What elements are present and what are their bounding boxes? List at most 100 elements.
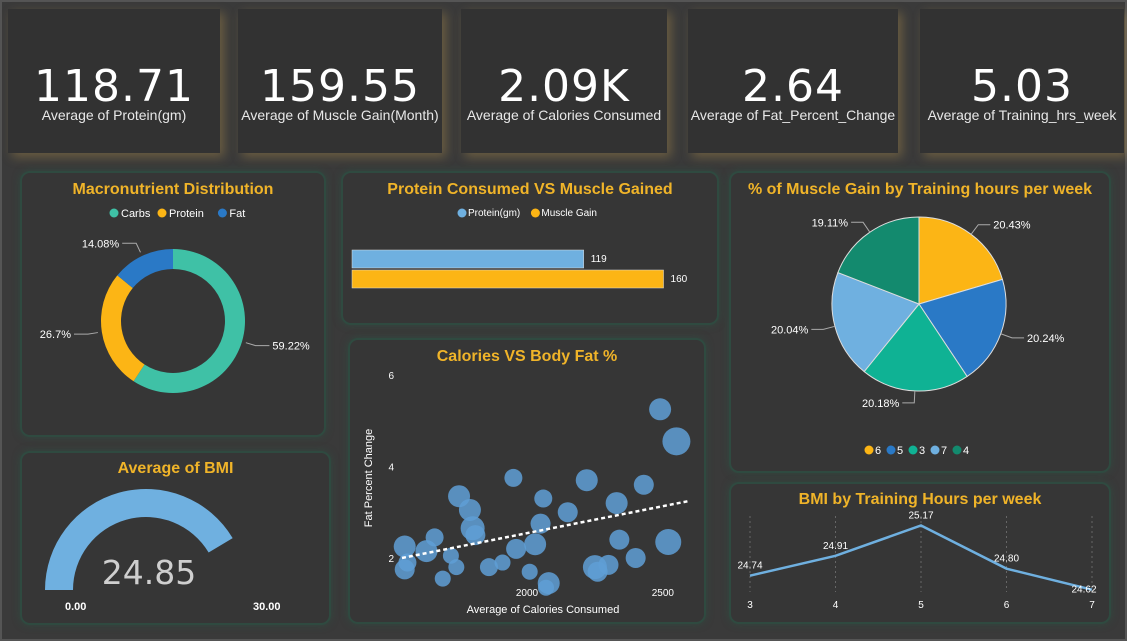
leader-line-6 <box>970 224 991 235</box>
x-tick-label: 5 <box>918 600 924 611</box>
bmi-training-panel[interactable]: BMI by Training Hours per week 3 4 5 6 7 24.7… <box>729 482 1111 624</box>
slice-label-protein: 26.7% <box>40 329 71 341</box>
slice-label-fat: 14.08% <box>82 238 120 250</box>
scatter-point <box>537 572 560 595</box>
bar-value-label: 160 <box>671 274 688 285</box>
protein-muscle-panel[interactable]: Protein Consumed VS Muscle Gained Protei… <box>341 171 719 325</box>
x-tick-label: 4 <box>833 600 839 611</box>
scatter-point <box>605 492 628 515</box>
kpi-label: Average of Protein(gm) <box>41 107 187 123</box>
slice-label-3: 20.18% <box>862 398 900 410</box>
x-axis-label: Average of Calories Consumed <box>467 604 620 616</box>
leader-line-carbs <box>245 342 270 347</box>
leader-line-4 <box>851 221 871 233</box>
y-tick-label: 6 <box>388 371 394 382</box>
kpi-value: 118.71 <box>34 61 194 112</box>
legend-label-protein: Protein <box>169 208 204 220</box>
bar-protein-gm- <box>351 249 584 269</box>
bmi-gauge-chart: 24.85 0.00 30.00 <box>45 489 281 613</box>
training-pie-panel[interactable]: % of Muscle Gain by Training hours per w… <box>729 171 1111 473</box>
scatter-point <box>506 538 527 559</box>
scatter-point <box>425 528 444 547</box>
data-label: 25.17 <box>908 511 933 522</box>
x-tick-label: 6 <box>1004 600 1010 611</box>
scatter-point <box>479 558 498 577</box>
kpi-label: Average of Training_hrs_week <box>927 107 1117 123</box>
scatter-point <box>575 469 598 492</box>
legend-label-7: 7 <box>941 445 947 457</box>
scatter-point <box>465 525 486 546</box>
slice-label-6: 20.43% <box>993 220 1031 232</box>
x-tick-label: 2000 <box>516 588 539 599</box>
legend-marker-0 <box>457 208 467 218</box>
leader-line-fat <box>122 242 141 253</box>
kpi-label: Average of Calories Consumed <box>466 107 662 123</box>
scatter-point <box>609 529 630 550</box>
scatter-point <box>625 547 646 568</box>
scatter-point <box>530 513 551 534</box>
kpi-value: 2.09K <box>498 61 630 112</box>
data-label: 24.74 <box>737 561 762 572</box>
scatter-point <box>521 563 538 580</box>
slice-label-4: 19.11% <box>812 217 849 229</box>
kpi-label: Average of Muscle Gain(Month) <box>241 107 439 123</box>
y-axis-label: Fat Percent Change <box>363 429 375 527</box>
x-tick-label: 7 <box>1089 600 1095 611</box>
scatter-point <box>534 489 553 508</box>
scatter-point <box>524 533 547 556</box>
slice-label-7: 20.04% <box>771 324 809 336</box>
legend-marker-fat <box>217 208 227 218</box>
kpi-card-muscle-gain[interactable]: 159.55 Average of Muscle Gain(Month) <box>238 9 442 153</box>
scatter-point <box>448 559 465 576</box>
macronutrient-panel[interactable]: Macronutrient Distribution Carbs Protein F… <box>20 171 326 437</box>
legend-marker-6 <box>864 445 874 455</box>
chart-title: Macronutrient Distribution <box>72 181 274 198</box>
macronutrient-donut-chart: Carbs Protein Fat 59.22% 26.7% 14.08% <box>40 208 310 393</box>
gauge-max-label: 30.00 <box>253 601 281 613</box>
pie-slice-5 <box>918 278 1007 378</box>
legend-marker-carbs <box>109 208 119 218</box>
training-pie-chart: 20.43% 20.24% 20.18% 20.04% 19.11% 6 5 3 7 4 <box>771 216 1065 457</box>
scatter-point <box>434 570 451 587</box>
legend-label-carbs: Carbs <box>121 208 151 220</box>
y-tick-label: 4 <box>388 462 394 473</box>
kpi-value: 159.55 <box>260 61 420 112</box>
pie-slice-3 <box>863 303 968 392</box>
donut-slice-protein <box>101 275 145 382</box>
legend-label-5: 5 <box>897 445 903 457</box>
pie-slice-7 <box>831 271 920 373</box>
legend-marker-3 <box>908 445 918 455</box>
scatter-point <box>494 554 511 571</box>
legend-label-fat: Fat <box>229 208 245 220</box>
legend-marker-7 <box>930 445 940 455</box>
kpi-card-protein[interactable]: 118.71 Average of Protein(gm) <box>8 9 220 153</box>
x-tick-label: 3 <box>747 600 753 611</box>
data-label: 24.91 <box>823 541 848 552</box>
chart-title: Protein Consumed VS Muscle Gained <box>387 181 673 198</box>
legend-marker-5 <box>886 445 896 455</box>
scatter-point <box>649 398 672 421</box>
data-label: 24.80 <box>994 554 1019 565</box>
scatter-point <box>458 498 481 521</box>
legend-label-3: 3 <box>919 445 925 457</box>
chart-title: % of Muscle Gain by Training hours per w… <box>747 181 1093 198</box>
chart-title: Calories VS Body Fat % <box>436 348 618 365</box>
scatter-point <box>633 474 654 495</box>
kpi-card-calories[interactable]: 2.09K Average of Calories Consumed <box>461 9 667 153</box>
slice-label-5: 20.24% <box>1027 333 1065 345</box>
scatter-point <box>394 559 415 580</box>
bmi-gauge-panel[interactable]: Average of BMI 24.85 0.00 30.00 <box>20 451 331 625</box>
slice-label-carbs: 59.22% <box>272 341 310 353</box>
kpi-card-training-hours[interactable]: 5.03 Average of Training_hrs_week <box>920 9 1124 153</box>
calories-fat-panel[interactable]: Calories VS Body Fat % 2 4 6 2000 2500 Averag… <box>348 338 706 624</box>
chart-title: Average of BMI <box>117 460 234 477</box>
kpi-value: 5.03 <box>971 61 1073 112</box>
leader-line-5 <box>1000 333 1025 339</box>
data-label: 24.62 <box>1071 585 1096 596</box>
kpi-card-fat-change[interactable]: 2.64 Average of Fat_Percent_Change <box>688 9 898 153</box>
legend-marker-protein <box>157 208 167 218</box>
legend-label-6: 6 <box>875 445 881 457</box>
donut-slice-fat <box>117 249 173 289</box>
scatter-point <box>504 468 523 487</box>
